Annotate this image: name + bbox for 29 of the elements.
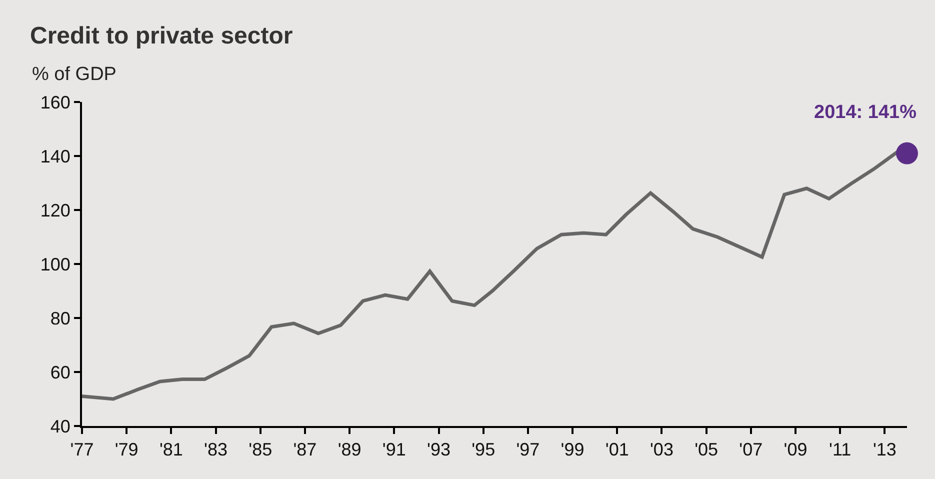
y-tick-label: 120 [40,200,70,220]
x-tick-label: '09 [784,440,808,460]
annotation: 2014: 141% [814,102,917,123]
x-tick-label: '07 [739,440,763,460]
y-tick-label: 140 [40,146,70,166]
x-tick-label: '91 [382,440,406,460]
y-tick-label: 160 [40,92,70,112]
x-tick-label: '85 [248,440,272,460]
x-tick-label: '13 [872,440,896,460]
x-tick-label: '03 [650,440,674,460]
x-tick-label: '89 [338,440,362,460]
x-tick-label: '79 [114,440,138,460]
x-tick-label: '97 [516,440,540,460]
x-tick-label: '11 [829,440,852,460]
x-tick-label: '93 [427,440,450,460]
x-tick-label: '01 [605,440,629,460]
x-tick-label: '95 [472,440,496,460]
chart-title: Credit to private sector [30,22,293,50]
y-tick-label: 80 [50,308,70,328]
x-tick-label: '83 [204,440,228,460]
x-tick-label: '77 [70,440,94,460]
x-tick-label: '87 [293,440,317,460]
x-tick-label: '99 [560,440,584,460]
chart-subtitle: % of GDP [32,64,116,85]
x-tick-label: '05 [694,440,718,460]
y-tick-label: 40 [50,416,70,436]
x-tick-label: '81 [159,440,183,460]
y-tick-label: 100 [40,254,70,274]
y-tick-label: 60 [50,362,70,382]
